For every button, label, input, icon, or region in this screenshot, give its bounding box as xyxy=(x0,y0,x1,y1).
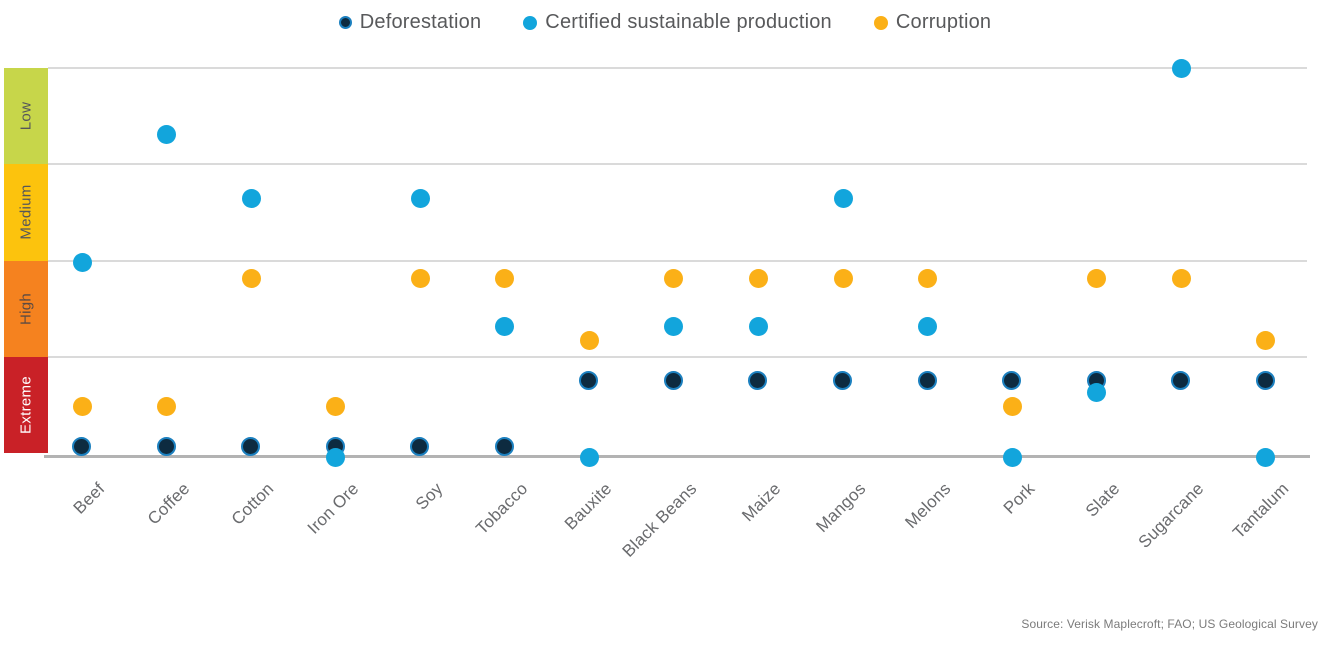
certified-dot-tantalum xyxy=(1256,447,1276,467)
risk-band-medium: Medium xyxy=(4,164,48,261)
certified-dot-pork xyxy=(1002,447,1022,467)
x-axis-line xyxy=(44,455,1310,458)
corruption-dot-bauxite xyxy=(579,330,599,350)
corruption-dot-iron-ore xyxy=(326,396,346,416)
certified-dot-coffee xyxy=(157,124,177,144)
deforestation-dot-tobacco xyxy=(494,437,514,457)
certified-dot-maize xyxy=(748,317,768,337)
certified-dot-icon xyxy=(523,15,538,30)
certified-dot-black-beans xyxy=(664,317,684,337)
corruption-dot-soy xyxy=(410,268,430,288)
deforestation-dot-black-beans xyxy=(663,371,683,391)
deforestation-dot-coffee xyxy=(156,437,176,457)
certified-dot-melons xyxy=(918,317,938,337)
legend-item-corruption: Corruption xyxy=(873,11,992,34)
legend-label-corruption: Corruption xyxy=(895,11,992,33)
certified-dot-sugarcane xyxy=(1171,58,1191,78)
corruption-dot-coffee xyxy=(157,396,177,416)
corruption-dot-tantalum xyxy=(1256,330,1276,350)
certified-dot-iron-ore xyxy=(326,447,346,467)
deforestation-dot-beef xyxy=(72,437,91,457)
corruption-dot-sugarcane xyxy=(1171,268,1191,288)
deforestation-dot-mangos xyxy=(833,371,853,391)
certified-dot-slate xyxy=(1087,383,1107,403)
corruption-dot-icon xyxy=(873,15,888,30)
deforestation-dot-icon xyxy=(338,16,352,29)
certified-dot-mangos xyxy=(833,188,853,208)
legend-label-certified: Certified sustainable production xyxy=(545,11,832,33)
certified-dot-cotton xyxy=(241,188,261,208)
corruption-dot-mangos xyxy=(833,268,853,288)
chart-legend: Deforestation Certified sustainable prod… xyxy=(0,11,1330,34)
legend-item-deforestation: Deforestation xyxy=(338,11,482,34)
deforestation-dot-cotton xyxy=(241,437,261,457)
risk-band-high: High xyxy=(4,260,48,357)
risk-band-label: Extreme xyxy=(17,375,35,434)
risk-band-label: Medium xyxy=(17,184,35,240)
legend-label-deforestation: Deforestation xyxy=(359,11,482,33)
corruption-dot-melons xyxy=(918,268,938,288)
corruption-dot-beef xyxy=(72,396,92,416)
deforestation-dot-sugarcane xyxy=(1171,371,1191,391)
gridline xyxy=(48,259,1307,262)
deforestation-dot-maize xyxy=(748,371,768,391)
risk-band-label: Low xyxy=(17,101,35,131)
deforestation-dot-melons xyxy=(917,371,937,391)
gridline xyxy=(48,67,1307,69)
risk-band-low: Low xyxy=(4,68,48,165)
legend-item-certified: Certified sustainable production xyxy=(523,11,832,34)
source-text: Source: Verisk Maplecroft; FAO; US Geolo… xyxy=(1021,617,1318,631)
gridline xyxy=(48,355,1307,358)
certified-dot-soy xyxy=(410,188,430,208)
deforestation-dot-bauxite xyxy=(579,371,599,391)
corruption-dot-cotton xyxy=(241,268,261,288)
corruption-dot-pork xyxy=(1002,396,1022,416)
corruption-dot-maize xyxy=(748,268,768,288)
certified-dot-tobacco xyxy=(495,317,515,337)
certified-dot-bauxite xyxy=(579,447,599,467)
corruption-dot-slate xyxy=(1087,268,1107,288)
deforestation-dot-tantalum xyxy=(1255,371,1275,391)
risk-band-extreme: Extreme xyxy=(4,356,48,453)
gridline xyxy=(48,163,1307,166)
deforestation-dot-pork xyxy=(1002,371,1022,391)
deforestation-dot-soy xyxy=(410,437,430,457)
certified-dot-beef xyxy=(72,253,92,272)
corruption-dot-black-beans xyxy=(664,268,684,288)
corruption-dot-tobacco xyxy=(495,268,515,288)
risk-band-label: High xyxy=(17,292,35,325)
